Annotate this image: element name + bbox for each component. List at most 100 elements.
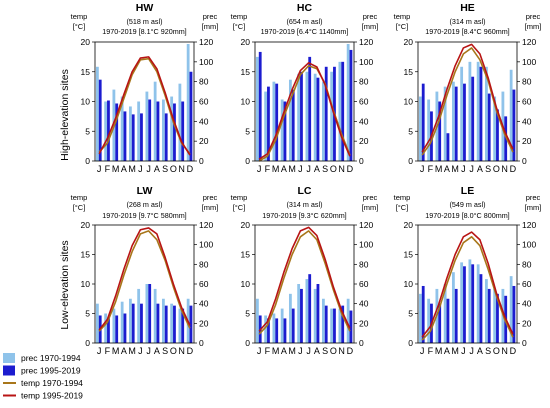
precip-bar [280, 99, 284, 161]
legend-item: temp 1995-2019 [3, 391, 83, 401]
month-label: A [121, 346, 127, 356]
month-label: J [257, 346, 262, 356]
y-right-tick-label: 100 [199, 57, 213, 67]
month-label: F [105, 346, 111, 356]
precip-bar [140, 303, 143, 343]
precip-bar [504, 116, 508, 162]
y-right-unit: [mm] [202, 203, 219, 212]
month-label: M [112, 164, 120, 174]
month-label: J [257, 164, 262, 174]
precip-bar [173, 103, 176, 161]
month-label: M [288, 164, 296, 174]
precip-bar [291, 89, 295, 161]
y-right-tick-label: 100 [359, 57, 373, 67]
month-label: F [105, 164, 111, 174]
month-label: M [128, 346, 136, 356]
precip-bar [264, 315, 268, 343]
precip-bar [156, 303, 160, 343]
precip-bar [479, 66, 483, 161]
precip-bar [300, 288, 303, 343]
month-label: J [138, 164, 143, 174]
y-left-tick-label: 15 [404, 67, 414, 77]
month-label: D [187, 346, 194, 356]
precip-bar [438, 303, 442, 343]
y-right-tick-label: 20 [359, 136, 369, 146]
precip-bar [313, 288, 317, 343]
precip-bar [178, 308, 182, 343]
precip-bar [107, 100, 110, 161]
precip-bar [164, 305, 168, 343]
precip-bar [161, 99, 165, 161]
y-left-unit: [°C] [73, 203, 86, 212]
precip-bar [484, 279, 488, 343]
panel-title: LW [137, 185, 153, 197]
y-right-unit: [mm] [362, 22, 379, 31]
precip-bar [170, 303, 174, 343]
panel-elevation: (654 m asl) [287, 17, 323, 26]
month-label: S [322, 164, 328, 174]
y-right-tick-label: 40 [522, 116, 532, 126]
y-left-tick-label: 0 [245, 338, 250, 348]
precip-bar [137, 288, 141, 343]
precip-bar [288, 293, 292, 343]
month-label: N [338, 346, 345, 356]
precip-bar [476, 61, 480, 161]
panel-title: LC [298, 185, 312, 197]
precip-bar [463, 83, 466, 161]
precip-bar [476, 264, 480, 343]
chart-panel-le: LE (549 m asl) 1970-2019 [8.0°C 800mm] temp… [394, 185, 542, 356]
precip-bar [178, 83, 182, 161]
panel-elevation: (518 m asl) [127, 17, 163, 26]
y-left-tick-label: 5 [245, 126, 250, 136]
precip-bar [120, 96, 124, 161]
month-label: M [451, 164, 459, 174]
precip-bar [421, 285, 425, 343]
y-right-tick-label: 80 [522, 259, 532, 269]
panel-subtitle: 1970-2019 [9.3°C 620mm] [262, 211, 346, 220]
y-right-tick-label: 60 [199, 97, 209, 107]
precip-bar [267, 318, 270, 343]
precip-bar [468, 259, 472, 343]
month-label: F [265, 346, 271, 356]
y-right-tick-label: 20 [522, 318, 532, 328]
precip-bar [484, 66, 488, 161]
y-right-tick-label: 20 [199, 136, 209, 146]
month-label: A [281, 164, 287, 174]
y-right-tick-label: 0 [359, 156, 364, 166]
y-right-tick-label: 40 [359, 116, 369, 126]
month-label: M [435, 164, 443, 174]
month-label: M [435, 346, 443, 356]
month-label: S [322, 346, 328, 356]
month-label: F [428, 346, 434, 356]
y-right-label: prec [363, 193, 378, 202]
precip-bar [283, 101, 287, 161]
legend: prec 1970-1994 prec 1995-2019 temp 1970-19… [3, 353, 83, 401]
precip-bar [145, 91, 149, 161]
panel-elevation: (314 m asl) [287, 200, 323, 209]
precip-bar [451, 81, 455, 161]
y-right-tick-label: 100 [199, 240, 213, 250]
row-labels: High-elevation sites Low-elevation sites [59, 69, 71, 329]
precip-bar [321, 298, 325, 343]
month-label: N [501, 346, 508, 356]
precip-bar [280, 308, 284, 343]
y-left-tick-label: 10 [241, 279, 251, 289]
precip-bar [275, 83, 279, 161]
precip-bar [316, 284, 320, 343]
month-label: J [469, 346, 474, 356]
precip-bar [338, 61, 342, 161]
precip-bar [418, 96, 422, 161]
month-label: D [510, 346, 517, 356]
month-label: S [485, 346, 491, 356]
month-label: D [347, 164, 354, 174]
precip-bar [330, 308, 334, 343]
temperature-line [421, 231, 514, 338]
precip-bar [512, 285, 516, 343]
chart-panel-lw: LW (268 m asl) 1970-2019 [9.7°C 580mm] temp… [71, 185, 219, 356]
y-right-tick-label: 120 [359, 37, 373, 47]
month-label: M [451, 346, 459, 356]
y-right-tick-label: 20 [522, 136, 532, 146]
month-label: J [146, 346, 151, 356]
y-left-unit: [°C] [73, 22, 86, 31]
precip-bar [463, 266, 466, 343]
